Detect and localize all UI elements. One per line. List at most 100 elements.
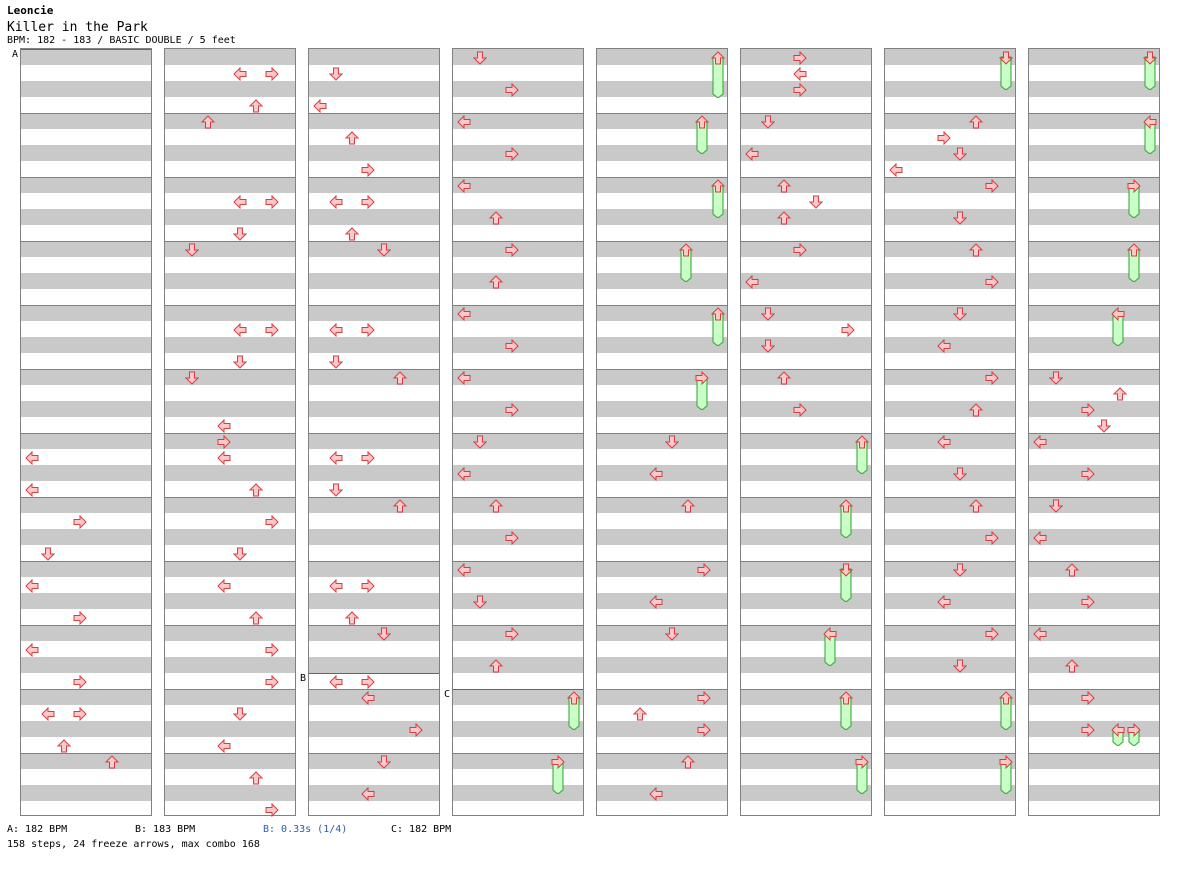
beat-band <box>165 369 295 385</box>
step-arrow-right <box>505 242 519 258</box>
beat-band <box>309 289 439 305</box>
beat-band <box>1029 689 1159 705</box>
beat-band <box>597 449 727 465</box>
beat-band <box>165 177 295 193</box>
step-arrow-up <box>1112 386 1128 401</box>
beat-band <box>885 657 1015 673</box>
beat-band <box>21 385 151 401</box>
beat-band <box>741 641 871 657</box>
freeze-head-down <box>998 50 1014 65</box>
beat-band <box>597 401 727 417</box>
measure-line <box>1029 561 1159 562</box>
beat-band <box>597 273 727 289</box>
measure-line <box>21 369 151 370</box>
beat-band <box>885 673 1015 689</box>
measure-line <box>1029 689 1159 690</box>
step-arrow-up <box>776 178 792 193</box>
measure-line <box>741 369 871 370</box>
measure-line <box>1029 241 1159 242</box>
chart-column-4: C <box>444 48 584 817</box>
beat-band <box>741 337 871 353</box>
measure-line <box>885 241 1015 242</box>
freeze-head-up <box>838 498 854 513</box>
beat-band <box>453 49 583 65</box>
beat-band <box>165 657 295 673</box>
measure-line <box>885 369 1015 370</box>
measure-line <box>165 305 295 306</box>
beat-band <box>453 673 583 689</box>
beat-band <box>741 753 871 769</box>
beat-band <box>453 801 583 817</box>
bpm-marker-line <box>309 673 439 674</box>
beat-band <box>1029 433 1159 449</box>
step-arrow-left <box>745 274 759 290</box>
beat-band <box>597 497 727 513</box>
step-arrow-right <box>361 322 375 338</box>
measure-line <box>741 561 871 562</box>
beat-band <box>885 145 1015 161</box>
step-arrow-up <box>392 498 408 513</box>
beat-band <box>885 225 1015 241</box>
measure-line <box>741 177 871 178</box>
legend-bpm-a: A: 182 BPM <box>7 824 68 835</box>
step-arrow-down <box>472 594 488 609</box>
measure-line <box>741 433 871 434</box>
step-arrow-left <box>329 674 343 690</box>
measure-line <box>309 241 439 242</box>
step-arrow-left <box>233 66 247 82</box>
beat-band <box>741 353 871 369</box>
step-arrow-right <box>793 402 807 418</box>
beat-band <box>597 769 727 785</box>
beat-band <box>309 337 439 353</box>
beat-band <box>885 417 1015 433</box>
beat-band <box>741 433 871 449</box>
beat-band <box>885 289 1015 305</box>
beat-band <box>309 209 439 225</box>
measure-line <box>597 753 727 754</box>
freeze-arrow <box>1111 722 1125 747</box>
measure-line <box>885 113 1015 114</box>
beat-band <box>1029 417 1159 433</box>
beat-band <box>165 353 295 369</box>
freeze-arrow <box>838 690 854 731</box>
beat-band <box>165 209 295 225</box>
step-arrow-down <box>952 210 968 225</box>
freeze-head-up <box>838 690 854 705</box>
beat-band <box>21 785 151 801</box>
beat-band <box>1029 449 1159 465</box>
beat-band <box>885 513 1015 529</box>
beat-band <box>21 321 151 337</box>
measure-line <box>1029 625 1159 626</box>
beat-band <box>1029 593 1159 609</box>
freeze-arrow <box>1126 242 1142 283</box>
step-arrow-right <box>73 674 87 690</box>
step-arrow-up <box>344 226 360 241</box>
beat-band <box>453 225 583 241</box>
freeze-head-right <box>1127 722 1141 738</box>
freeze-arrow <box>823 626 837 667</box>
beat-band <box>1029 241 1159 257</box>
step-arrow-up <box>632 706 648 721</box>
beat-band <box>453 97 583 113</box>
freeze-arrow <box>1111 306 1125 347</box>
measure-line <box>885 305 1015 306</box>
beat-band <box>453 721 583 737</box>
step-arrow-right <box>697 722 711 738</box>
beat-band <box>309 641 439 657</box>
beat-band <box>597 193 727 209</box>
measure-line <box>309 433 439 434</box>
beat-band <box>165 769 295 785</box>
bpm-marker-label: C <box>444 689 451 700</box>
beat-band <box>885 81 1015 97</box>
chart-artist: Leoncie <box>7 4 54 17</box>
beat-band <box>165 113 295 129</box>
beat-band <box>741 305 871 321</box>
measure-line <box>309 497 439 498</box>
beat-band <box>885 769 1015 785</box>
beat-band <box>741 209 871 225</box>
beat-band <box>453 369 583 385</box>
beat-band <box>165 257 295 273</box>
freeze-head-up <box>1126 242 1142 257</box>
beat-band <box>21 497 151 513</box>
freeze-arrow <box>695 370 709 411</box>
